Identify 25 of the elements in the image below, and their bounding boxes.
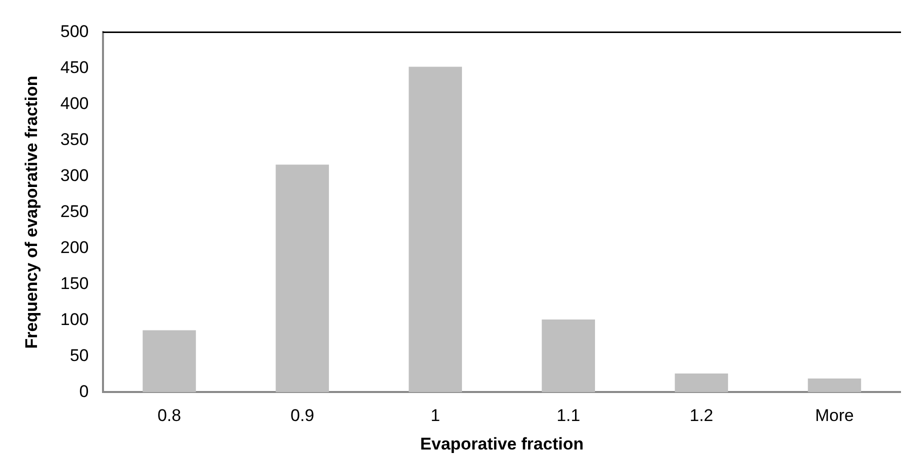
y-tick-label: 100 <box>60 310 89 329</box>
bar <box>408 66 462 392</box>
x-tick-label: 0.9 <box>290 406 314 426</box>
y-axis-title: Frequency of evaporative fraction <box>22 76 41 349</box>
y-tick-label: 300 <box>60 166 89 185</box>
y-tick-label: 450 <box>60 58 89 77</box>
bar <box>808 378 862 392</box>
y-tick-label: 500 <box>60 22 89 41</box>
bar <box>142 330 196 392</box>
y-tick-label: 350 <box>60 130 89 149</box>
y-tick-label: 200 <box>60 238 89 257</box>
bar <box>276 164 329 392</box>
y-tick-label: 50 <box>70 346 89 365</box>
bar <box>674 373 728 392</box>
y-tick-label: 250 <box>60 202 89 221</box>
x-tick-label: 0.8 <box>157 406 182 426</box>
x-tick-label: 1.1 <box>556 406 580 426</box>
y-tick-label: 400 <box>60 94 89 113</box>
x-tick-label: 1 <box>430 406 440 426</box>
bar <box>542 319 596 392</box>
x-tick-label: 1.2 <box>690 406 714 426</box>
y-tick-label: 150 <box>60 274 89 293</box>
x-tick-label: More <box>815 406 854 426</box>
y-tick-label: 0 <box>79 382 89 401</box>
x-axis-title: Evaporative fraction <box>420 434 584 454</box>
